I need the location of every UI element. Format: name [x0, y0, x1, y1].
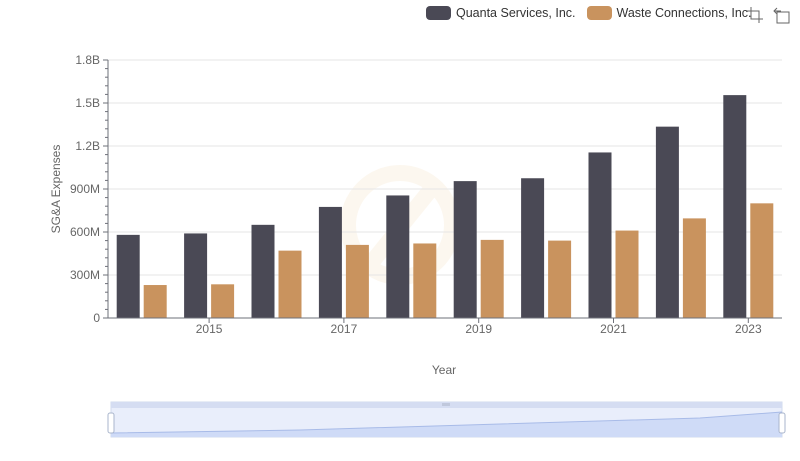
bar-quanta-2018[interactable]: [386, 195, 410, 318]
y-tick-label: 300M: [70, 268, 100, 282]
bar-quanta-2016[interactable]: [251, 224, 275, 318]
bar-quanta-2021[interactable]: [588, 152, 612, 318]
legend-item-quanta[interactable]: Quanta Services, Inc.: [426, 6, 576, 20]
y-tick-label: 600M: [70, 225, 100, 239]
x-tick-label: 2023: [735, 322, 762, 336]
bar-quanta-2022[interactable]: [655, 126, 679, 319]
y-tick-label: 900M: [70, 182, 100, 196]
y-tick-label: 1.8B: [75, 53, 100, 67]
bar-waste-2021[interactable]: [615, 230, 639, 318]
x-tick-label: 2015: [196, 322, 223, 336]
legend-item-waste[interactable]: Waste Connections, Inc.: [586, 6, 752, 20]
x-tick-label: 2017: [331, 322, 358, 336]
chart-toolbox: [746, 6, 791, 24]
x-tick-label: 2019: [465, 322, 492, 336]
bar-waste-2020[interactable]: [548, 240, 572, 318]
bar-quanta-2017[interactable]: [318, 206, 342, 318]
bar-quanta-2019[interactable]: [453, 181, 477, 318]
bar-waste-2015[interactable]: [211, 284, 235, 318]
bar-quanta-2020[interactable]: [521, 178, 545, 318]
datazoom-handle-right[interactable]: [778, 412, 786, 434]
bar-waste-2016[interactable]: [278, 250, 302, 318]
axes: 0 300M 600M 900M 1.2B 1.5B 1.8B 2015 2017 2019 202…: [70, 53, 782, 336]
bar-waste-2014[interactable]: [143, 285, 167, 318]
restore-icon[interactable]: [773, 6, 791, 24]
datazoom-slider[interactable]: [107, 401, 786, 438]
y-tick-label: 1.5B: [75, 96, 100, 110]
legend-swatch-waste: [586, 6, 612, 20]
bar-waste-2022[interactable]: [682, 218, 706, 318]
bar-quanta-2023[interactable]: [723, 95, 747, 318]
zoom-icon[interactable]: [746, 6, 764, 24]
chart-legend: Quanta Services, Inc. Waste Connections,…: [426, 4, 763, 22]
x-tick-label: 2021: [600, 322, 627, 336]
bar-waste-2023[interactable]: [750, 203, 774, 318]
bars: [116, 95, 774, 319]
datazoom-handle-left[interactable]: [107, 412, 115, 434]
bar-waste-2019[interactable]: [480, 239, 504, 318]
y-tick-label: 0: [93, 311, 100, 325]
legend-label-quanta: Quanta Services, Inc.: [456, 6, 576, 20]
bar-quanta-2014[interactable]: [116, 234, 140, 318]
bar-quanta-2015[interactable]: [184, 233, 208, 318]
y-tick-label: 1.2B: [75, 139, 100, 153]
x-axis-title: Year: [432, 363, 456, 377]
datazoom-preview-line: [110, 411, 783, 434]
bar-waste-2018[interactable]: [413, 243, 437, 318]
y-axis-title: SG&A Expenses: [49, 145, 63, 234]
legend-label-waste: Waste Connections, Inc.: [616, 6, 752, 20]
datazoom-grip[interactable]: [442, 403, 450, 406]
legend-swatch-quanta: [426, 6, 451, 20]
bar-waste-2017[interactable]: [345, 244, 369, 318]
